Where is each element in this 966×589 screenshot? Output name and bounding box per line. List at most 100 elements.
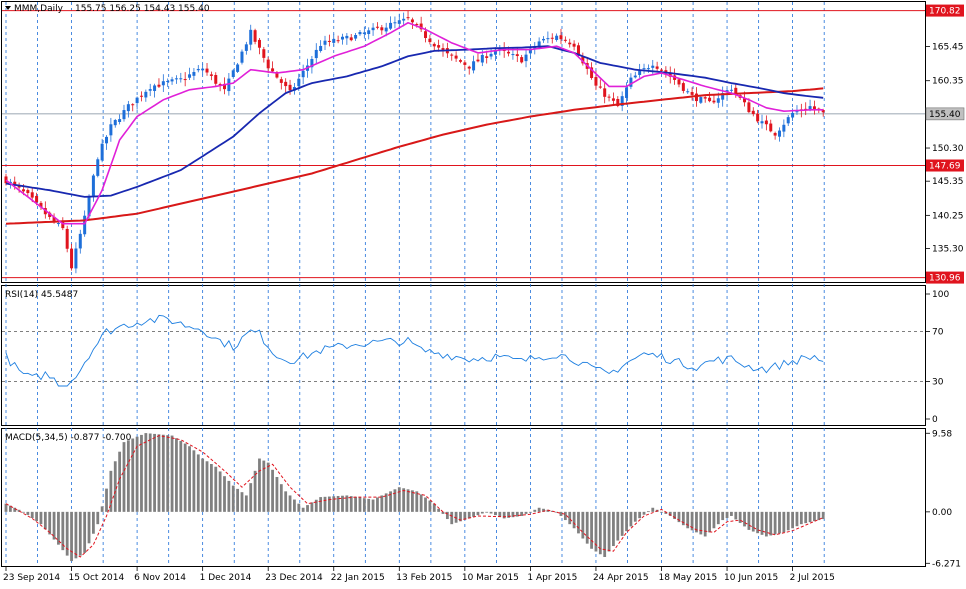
macd-histogram-bar [747,511,751,530]
candle-bear [415,24,419,26]
candle-bull [240,51,244,63]
candle-bear [660,69,663,71]
candle-bear [13,181,17,185]
macd-histogram-bar [786,511,790,531]
macd-histogram-bar [196,454,200,512]
axis-labels: 23 Sep 2014 15 Oct 2014 6 Nov 2014 1 Dec 20… [3,43,964,583]
candle-bull [646,68,650,70]
macd-histogram-bar [677,511,681,523]
candle-bull [786,117,790,124]
macd-histogram-bar [341,495,344,512]
macd-histogram-bar [96,511,100,525]
price-y-label: 140.25 [932,211,964,221]
macd-histogram-bar [26,511,30,515]
candle-bear [139,95,143,97]
macd-histogram-bar [192,450,196,512]
rsi-y-label: 0 [932,415,938,425]
price-y-label: 150.30 [932,144,964,154]
macd-histogram-bar [808,511,812,523]
macd-histogram-bar [660,511,663,513]
x-tick-label: 1 Dec 2014 [200,573,252,583]
ma-mid-line [5,45,824,198]
macd-histogram-bar [214,466,218,512]
candle-bear [262,49,266,58]
macd-histogram-bar [406,489,410,512]
candle-bear [288,84,292,91]
macd-histogram-bar [651,507,655,512]
macd-histogram-bar [612,511,615,547]
macd-histogram-bar [529,511,532,513]
macd-histogram-bar [454,511,458,523]
price-panel[interactable] [1,1,926,283]
candle-bear [607,96,611,98]
macd-signal-line [5,435,824,558]
macd-histogram-bar [480,511,484,514]
candle-bear [690,92,694,95]
macd-histogram-bar [712,511,716,529]
macd-histogram-bar [577,511,580,534]
macd-histogram-bar [183,443,187,512]
candle-bear [336,40,340,42]
x-tick-label: 24 Apr 2015 [593,573,649,583]
moving-averages [5,21,824,225]
candle-bear [375,26,379,28]
macd-histogram-bar [376,497,379,512]
macd-histogram-bar [817,511,821,521]
candle-bear [183,79,187,81]
candle-bear [812,106,816,110]
macd-histogram-bar [205,461,209,512]
macd-histogram-bar [572,511,576,529]
macd-histogram-bar [362,498,366,512]
candle-bear [520,57,524,63]
macd-histogram-bar [743,511,746,527]
macd-histogram-bar [489,511,493,514]
candle-bear [463,62,467,65]
macd-histogram-bar [262,460,266,512]
candle-bull [310,59,314,68]
candle-bear [559,35,563,40]
dropdown-triangle-icon[interactable] [5,6,11,10]
candle-bear [209,74,213,76]
candle-bull [153,85,157,91]
macd-histogram-bar [4,503,8,512]
x-tick-label: 15 Oct 2014 [69,573,125,583]
macd-y-label: 9.58 [932,429,952,439]
macd-histogram-bar [511,511,515,518]
macd-histogram-bar [791,511,794,529]
macd-histogram-bar [459,511,462,522]
candle-bull [323,40,327,45]
macd-histogram-bar [284,491,288,512]
candle-bear [603,88,607,97]
rsi-panel[interactable] [1,285,926,426]
candle-bear [284,81,288,87]
candle-bull [179,78,183,80]
macd-histogram-bar [13,507,17,512]
macd-histogram-bar [799,511,803,525]
candle-bear [568,42,572,45]
level-tag-label: 170.82 [929,7,961,17]
candle-bull [354,34,358,39]
candle-bull [91,175,95,196]
candle-bear [70,248,74,269]
candle-bear [712,100,716,103]
macd-histogram-bar [249,483,253,512]
macd-histogram-bar [231,485,235,512]
macd-histogram-bar [664,511,668,514]
rsi-y-label: 100 [932,290,949,300]
macd-histogram-bar [201,458,205,512]
macd-histogram-bar [293,499,296,512]
macd-histogram-bar [463,511,467,520]
macd-histogram-bar [716,511,720,525]
candle-bear [17,185,21,188]
macd-histogram-bar [367,498,371,512]
price-y-label: 160.35 [932,77,964,87]
candle-bear [476,59,480,62]
candle-bear [507,51,511,54]
candle-bear [52,216,56,222]
macd-histogram-bar [188,446,191,512]
macd-histogram-bar [240,492,244,512]
macd-histogram-bar [485,511,489,513]
candle-bear [380,27,384,31]
macd-histogram-bar [821,511,825,520]
rsi-line [5,314,824,387]
